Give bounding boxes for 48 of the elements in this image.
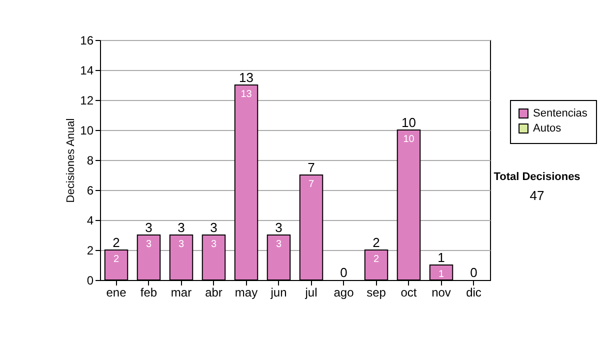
data-label: 13 <box>240 89 252 100</box>
x-tick-label: nov <box>432 286 451 300</box>
y-tick-label: 10 <box>80 124 94 138</box>
data-label: 3 <box>210 239 217 250</box>
data-label: 2 <box>373 254 380 265</box>
text: 47 <box>530 188 544 203</box>
x-tick-label: oct <box>400 286 418 300</box>
data-label: 2 <box>113 254 120 265</box>
x-tick-label: ene <box>106 286 127 300</box>
total-label: 3 <box>145 220 152 235</box>
data-label: 3 <box>276 239 282 250</box>
x-tick-label: may <box>234 286 258 300</box>
x-tick-label: abr <box>205 286 222 300</box>
data-label: 3 <box>146 239 152 250</box>
total-label: 13 <box>239 70 254 85</box>
y-tick-label: 6 <box>86 184 94 198</box>
y-tick-label: 0 <box>86 274 94 288</box>
total-label: 3 <box>210 220 218 235</box>
total-label: 3 <box>275 220 282 235</box>
total-label: 2 <box>372 235 380 250</box>
x-tick-label: jul <box>304 286 318 300</box>
data-label: 7 <box>308 179 314 190</box>
legend-label: Sentencias <box>533 108 588 120</box>
y-tick-label: 16 <box>80 34 94 48</box>
total-label: 2 <box>112 235 120 250</box>
x-tick-label: jun <box>270 286 287 300</box>
text: Total Decisiones <box>494 171 580 183</box>
data-label: 3 <box>178 239 184 250</box>
x-tick-label: ago <box>334 286 354 300</box>
total-label: 3 <box>178 220 185 235</box>
y-tick-label: 12 <box>80 94 94 108</box>
total-label: 0 <box>470 265 478 280</box>
data-label: 1 <box>438 269 444 280</box>
x-tick-label: mar <box>170 286 192 300</box>
y-tick-label: 8 <box>86 154 94 168</box>
data-label: 10 <box>403 134 415 145</box>
total-label: 1 <box>438 250 445 265</box>
x-tick-label: sep <box>366 286 386 300</box>
total-label: 10 <box>402 115 416 130</box>
total-label: 0 <box>340 265 348 280</box>
y-axis-title: Decisiones Anual <box>65 118 78 203</box>
legend-label: Autos <box>533 122 562 134</box>
y-tick-label: 14 <box>80 64 94 78</box>
x-tick-label: feb <box>140 286 158 300</box>
y-tick-label: 2 <box>86 244 94 258</box>
total-label: 7 <box>308 160 315 175</box>
y-tick-label: 4 <box>86 214 94 228</box>
x-tick-label: dic <box>466 286 482 300</box>
